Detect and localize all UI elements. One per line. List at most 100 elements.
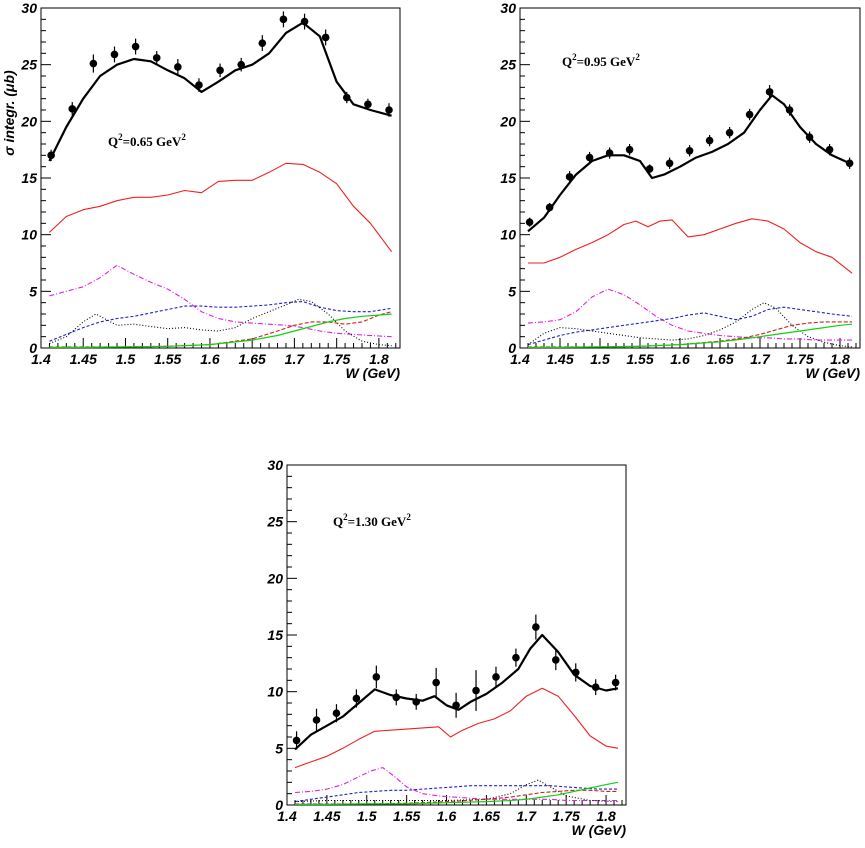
series-line-green-solid [49,313,392,348]
series-line-magenta-dashdot [294,767,618,802]
data-point [825,145,834,154]
data-point [532,623,540,631]
data-point [279,15,288,24]
data-point [110,50,119,59]
data-point [195,81,203,89]
data-point [705,136,714,145]
series-line-blue-dashed [49,300,392,342]
x-tick-label: 1.75 [553,808,580,824]
panel-label-unit-sup: 2 [181,132,186,142]
series-line-total-fit [48,21,392,162]
y-tick-label: 5 [275,740,283,756]
x-tick-label: 1.75 [323,351,350,367]
series-line-red-solid [294,687,619,769]
panel-label: Q2=0.65 GeV2 [108,132,186,149]
data-point [352,694,361,703]
data-point [545,203,554,212]
data-point [611,678,620,687]
data-point [372,673,381,681]
x-tick-label: 1.8 [369,351,389,367]
data-point [300,17,309,26]
series-line-total-fit [294,633,619,751]
x-tick-label: 1.4 [31,351,51,367]
data-point [512,653,520,662]
series-line-blue-dashed [527,306,853,346]
x-tick-label: 1.8 [830,351,850,367]
y-tick-label: 15 [21,170,37,186]
y-tick-label: 25 [20,57,37,73]
y-tick-label: 25 [499,57,516,73]
chart-panel-1: 0 5 10 15 20 25 30 1.4 1.45 1.5 1.55 1.6 1.65 1.7 1.75… [1,0,401,381]
series-line-total-fit [527,94,853,233]
panel-label-value: =1.30 GeV [348,514,407,529]
x-tick-label: 1.7 [750,351,771,367]
x-tick-label: 1.65 [239,351,266,367]
panel-label-value: =0.65 GeV [123,134,182,149]
y-tick-label: 0 [29,340,37,356]
x-tick-label: 1.6 [670,351,690,367]
x-tick-label: 1.5 [590,351,610,367]
x-tick-label: 1.7 [285,351,306,367]
x-tick-label: 1.8 [596,808,616,824]
data-point [565,173,574,181]
x-tick-label: 1.5 [357,808,377,824]
data-point [392,693,401,702]
y-axis-title: σ integr. (μb) [1,70,17,156]
x-tick-label: 1.55 [393,808,420,824]
panel-label-sup: 2 [343,512,348,522]
x-tick-label: 1.4 [277,808,297,824]
panel-label-sup: 2 [118,132,123,142]
data-point [174,63,182,71]
data-point [237,60,245,69]
series-line-red-dashed [528,321,852,348]
data-point [312,716,321,724]
data-point [216,66,224,75]
panel-label-base: Q [562,54,572,69]
data-point [765,88,774,96]
data-point [492,673,500,681]
panel-label-value: =0.95 GeV [577,54,636,69]
data-point [258,39,267,47]
series-line-black-dotted [527,302,853,348]
x-tick-label: 1.5 [116,351,136,367]
x-tick-label: 1.55 [154,351,181,367]
data-point [472,686,480,695]
data-point [68,105,77,113]
x-tick-label: 1.65 [473,808,500,824]
y-tick-label: 30 [267,457,283,473]
panel-label: Q2=1.30 GeV2 [333,512,411,529]
y-tick-label: 10 [267,684,283,700]
data-point [321,33,330,42]
series-line-green-solid [295,781,619,805]
panel-label-unit-sup: 2 [635,52,640,62]
panel-label-unit-sup: 2 [406,512,411,522]
chart-panel-2: 0 5 10 15 20 25 30 1.4 1.45 1.5 1.55 1.6 1.65 1.7 1.75… [499,0,861,381]
data-point [364,100,372,109]
data-point [131,42,140,51]
data-point [805,133,814,141]
y-tick-label: 0 [275,797,283,813]
plot-frame [40,7,401,349]
y-tick-label: 20 [20,113,37,129]
data-point [292,736,301,745]
x-axis-title: W (GeV) [806,365,861,381]
x-tick-label: 1.55 [626,351,653,367]
data-point [625,145,634,154]
data-point [725,128,734,137]
data-point [552,656,560,664]
panel-label-base: Q [333,514,343,529]
data-point [591,683,600,691]
x-tick-label: 1.45 [70,351,97,367]
x-tick-label: 1.45 [546,351,573,367]
panel-label-sup: 2 [572,52,577,62]
series-line-red-solid [528,218,853,274]
y-tick-label: 5 [508,283,516,299]
series-line-magenta-dashdot [527,288,852,341]
series-line-red-solid [49,162,393,253]
y-tick-label: 10 [500,227,516,243]
data-point [152,54,161,62]
y-tick-label: 25 [266,514,283,530]
data-point [685,147,694,155]
y-tick-label: 15 [267,627,283,643]
data-point [845,159,854,168]
